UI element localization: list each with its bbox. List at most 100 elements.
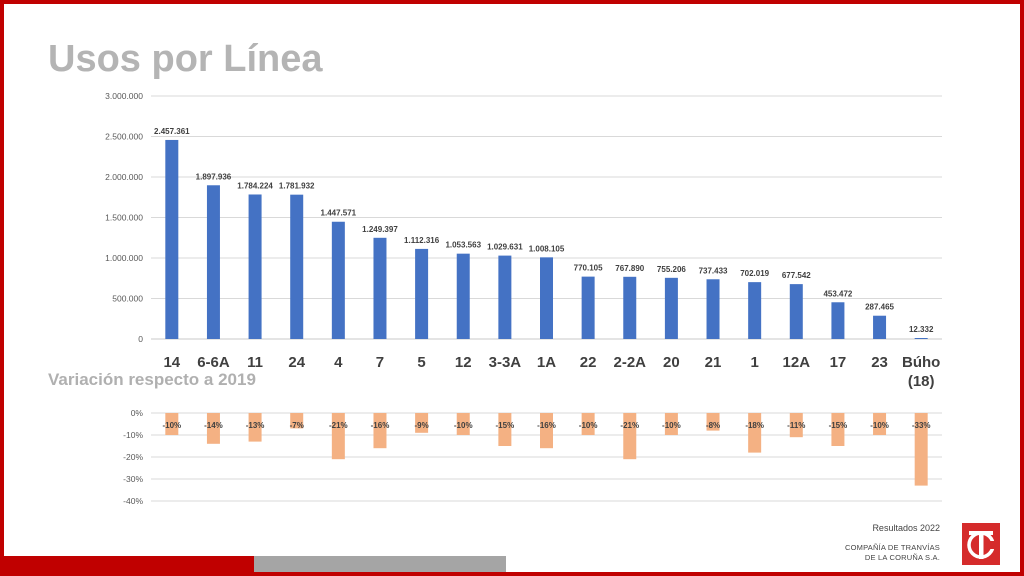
data-label: 677.542	[782, 271, 811, 280]
bottom-red-bar	[4, 556, 254, 572]
variation-bar	[165, 413, 179, 435]
x-tick-label: 23	[871, 354, 888, 371]
data-label: 1.784.224	[237, 181, 273, 190]
variation-data-label: -13%	[246, 421, 265, 430]
bar	[581, 276, 595, 339]
variation-subtitle: Variación respecto a 2019	[48, 370, 256, 389]
x-tick-label: 20	[663, 354, 680, 371]
bar	[873, 315, 887, 339]
bottom-gray-bar	[254, 556, 506, 572]
tram-logo-icon	[967, 531, 995, 559]
bar	[748, 282, 762, 339]
page-title: Usos por Línea	[48, 38, 323, 80]
variation-bar	[415, 413, 429, 433]
data-label: 1.897.936	[196, 172, 232, 181]
bar	[831, 302, 845, 339]
company-logo	[962, 523, 1000, 565]
data-label: 287.465	[865, 303, 894, 312]
y-tick-label: 2.000.000	[105, 172, 143, 182]
variation-bar	[456, 413, 470, 435]
bar	[623, 276, 637, 339]
x-tick-label: 7	[376, 354, 384, 371]
variation-bar	[831, 413, 845, 446]
variation-bar	[914, 413, 928, 486]
footer-company: COMPAÑÍA DE TRANVÍAS DE LA CORUÑA S.A.	[845, 543, 940, 563]
variation-bar	[748, 413, 762, 453]
bar	[498, 255, 512, 339]
x-tick-label: 12	[455, 354, 472, 371]
y-tick-label: 1.500.000	[105, 213, 143, 223]
bar	[165, 139, 179, 339]
x-tick-label: 1A	[537, 354, 556, 371]
variation-bar	[873, 413, 887, 435]
variation-y-tick-label: -40%	[123, 496, 143, 506]
x-tick-label: 1	[750, 354, 758, 371]
footer-company-line2: DE LA CORUÑA S.A.	[864, 553, 940, 562]
y-tick-label: 500.000	[112, 294, 143, 304]
bar	[664, 277, 678, 339]
variation-bar	[290, 413, 304, 429]
variation-data-label: -18%	[745, 421, 764, 430]
data-label: 1.447.571	[321, 209, 357, 218]
x-tick-label: 17	[830, 354, 847, 371]
variation-data-label: -10%	[162, 421, 181, 430]
data-label: 1.112.316	[404, 236, 440, 245]
x-tick-label: 4	[334, 354, 343, 371]
bar	[290, 194, 304, 339]
variation-bar	[373, 413, 387, 449]
variation-bar	[664, 413, 678, 435]
x-tick-label: Búho	[902, 354, 940, 371]
data-label: 737.433	[699, 266, 728, 275]
bar	[540, 257, 553, 339]
x-tick-label: 3-3A	[489, 354, 522, 371]
x-tick-label: (18)	[908, 373, 935, 390]
bar	[206, 185, 220, 339]
data-label: 767.890	[615, 264, 644, 273]
variation-data-label: -10%	[579, 421, 598, 430]
data-label: 12.332	[909, 325, 934, 334]
variation-data-label: -7%	[290, 421, 304, 430]
footer-results: Resultados 2022	[872, 523, 940, 533]
variation-y-tick-label: 0%	[131, 408, 144, 418]
bar	[706, 279, 720, 339]
x-tick-label: 21	[705, 354, 722, 371]
variation-y-tick-label: -20%	[123, 452, 143, 462]
variation-data-label: -9%	[414, 421, 428, 430]
x-tick-label: 5	[417, 354, 425, 371]
x-tick-label: 11	[247, 354, 263, 371]
data-label: 702.019	[740, 269, 769, 278]
data-label: 1.053.563	[445, 241, 481, 250]
variation-bar	[623, 413, 637, 460]
variation-data-label: -11%	[787, 421, 805, 430]
x-tick-label: 22	[580, 354, 597, 371]
bar	[789, 284, 803, 339]
x-tick-label: 24	[288, 354, 305, 371]
variation-bar	[789, 413, 803, 438]
y-tick-label: 1.000.000	[105, 253, 143, 263]
usage-chart: 0 500.000 1.000.000 1.500.000 2.000.000 2.500…	[105, 91, 942, 506]
bar	[415, 248, 429, 339]
variation-data-label: -8%	[706, 421, 720, 430]
y-tick-label: 3.000.000	[105, 91, 143, 101]
variation-data-label: -21%	[620, 421, 639, 430]
bar	[456, 253, 470, 339]
variation-data-label: -14%	[204, 421, 223, 430]
data-label: 1.008.105	[529, 244, 565, 253]
data-label: 770.105	[574, 264, 603, 273]
variation-bar	[248, 413, 262, 442]
y-tick-label: 2.500.000	[105, 132, 143, 142]
variation-data-label: -33%	[912, 421, 931, 430]
variation-bar	[206, 413, 220, 444]
variation-bar	[498, 413, 512, 446]
x-tick-label: 2-2A	[614, 354, 647, 371]
variation-y-tick-label: -10%	[123, 430, 143, 440]
variation-y-tick-label: -30%	[123, 474, 143, 484]
data-label: 1.249.397	[362, 225, 398, 234]
data-label: 2.457.361	[154, 127, 190, 136]
bar	[331, 221, 345, 339]
data-label: 453.472	[823, 289, 852, 298]
footer-company-line1: COMPAÑÍA DE TRANVÍAS	[845, 543, 940, 552]
variation-bar	[540, 413, 553, 449]
variation-data-label: -16%	[537, 421, 556, 430]
